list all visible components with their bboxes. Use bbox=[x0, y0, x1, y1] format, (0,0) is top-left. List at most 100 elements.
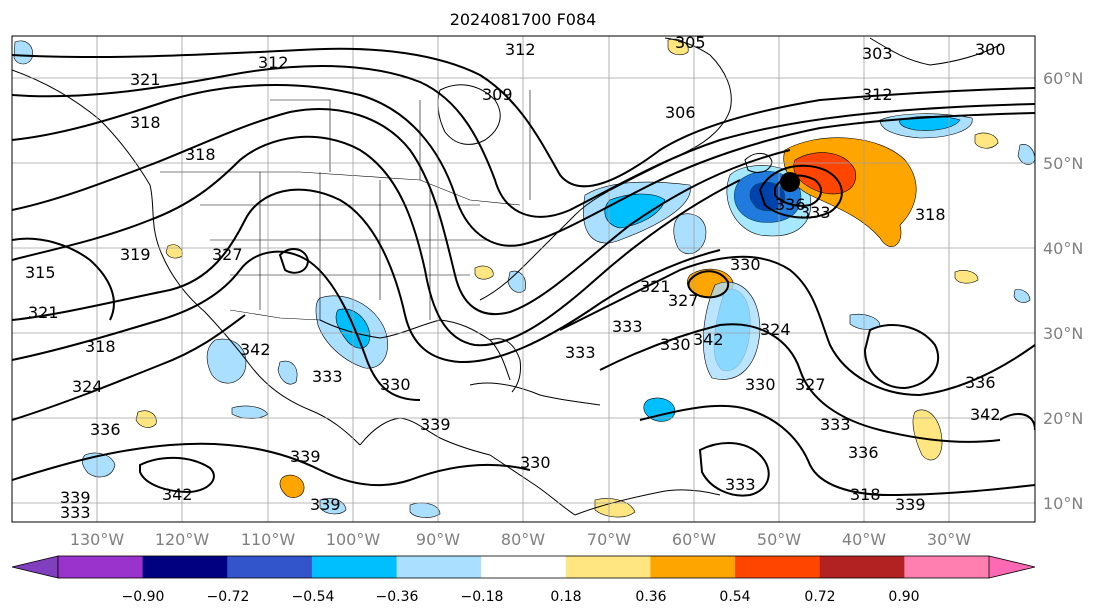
lon-tick-label: 60°W bbox=[672, 530, 716, 549]
colorbar-segment bbox=[396, 556, 482, 578]
coast-central-am bbox=[489, 454, 576, 516]
colorbar-frame bbox=[57, 555, 990, 579]
contour-12 bbox=[639, 404, 1035, 497]
lon-tick-label: 80°W bbox=[501, 530, 545, 549]
lat-tick-label: 30°N bbox=[1043, 324, 1083, 343]
contour-label: 319 bbox=[120, 245, 151, 264]
contour-label: 327 bbox=[795, 375, 826, 394]
contour-label: 333 bbox=[800, 203, 831, 222]
contour-17 bbox=[278, 248, 310, 274]
contour-label: 342 bbox=[693, 330, 724, 349]
colorbar-label: 0.36 bbox=[635, 589, 666, 605]
contour-3 bbox=[12, 84, 1035, 247]
contour-label: 306 bbox=[665, 103, 696, 122]
contour-label: 336 bbox=[965, 373, 996, 392]
colorbar-label: −0.72 bbox=[207, 589, 250, 605]
colorbar-extend-low bbox=[11, 555, 59, 579]
contour-label: 300 bbox=[975, 40, 1006, 59]
colorbar-segment bbox=[481, 556, 567, 578]
colorbar-label: 0.72 bbox=[804, 589, 835, 605]
contour-1 bbox=[12, 47, 1035, 188]
contour-label: 336 bbox=[775, 195, 806, 214]
contour-8 bbox=[12, 314, 246, 421]
contour-label: 321 bbox=[28, 303, 59, 322]
contour-label: 318 bbox=[130, 113, 161, 132]
contour-label: 339 bbox=[290, 447, 321, 466]
contour-label: 312 bbox=[258, 53, 289, 72]
colorbar bbox=[11, 555, 1036, 579]
coast-greenland bbox=[869, 37, 1001, 66]
coast-east-us bbox=[479, 149, 691, 301]
border-us-mexico bbox=[229, 309, 321, 321]
contour-label: 318 bbox=[185, 145, 216, 164]
coast-south-am bbox=[574, 489, 721, 516]
shade-lightblue-4 bbox=[206, 338, 247, 384]
contour-label: 330 bbox=[660, 335, 691, 354]
contour-label: 333 bbox=[820, 415, 851, 434]
coast-labrador bbox=[664, 37, 732, 151]
contour-13 bbox=[698, 442, 770, 497]
contour-label: 312 bbox=[862, 85, 893, 104]
contour-label: 327 bbox=[668, 291, 699, 310]
colorbar-labels: −0.90 −0.72 −0.54 −0.36 −0.18 0.18 0.36 … bbox=[122, 589, 920, 605]
colorbar-label: −0.18 bbox=[461, 589, 504, 605]
lon-tick-label: 90°W bbox=[416, 530, 460, 549]
lon-tick-label: 40°W bbox=[842, 530, 886, 549]
lat-tick-label: 60°N bbox=[1043, 69, 1083, 88]
contour-11 bbox=[599, 323, 1001, 443]
shade-navy-1 bbox=[749, 181, 786, 211]
contour-label: 336 bbox=[848, 443, 879, 462]
shade-lightblue-2 bbox=[703, 281, 761, 380]
shade-lightblue-9 bbox=[13, 40, 33, 65]
lon-tick-label: 30°W bbox=[927, 530, 971, 549]
contour-label: 303 bbox=[862, 44, 893, 63]
contours bbox=[12, 47, 1035, 497]
colorbar-label: −0.36 bbox=[376, 589, 419, 605]
coast-newfoundland bbox=[744, 153, 773, 173]
shade-lightblue-15 bbox=[1013, 289, 1031, 303]
lon-tick-label: 100°W bbox=[326, 530, 381, 549]
borders bbox=[160, 90, 531, 321]
contour-2 bbox=[12, 65, 1035, 218]
colorbar-segment bbox=[565, 556, 651, 578]
contour-label: 342 bbox=[970, 405, 1001, 424]
lat-tick-label: 40°N bbox=[1043, 239, 1083, 258]
lon-tick-label: 50°W bbox=[757, 530, 801, 549]
shade-yellow-6 bbox=[954, 270, 979, 284]
contour-label: 339 bbox=[420, 415, 451, 434]
border-states-8 bbox=[270, 99, 331, 172]
contour-label: 324 bbox=[760, 320, 791, 339]
lat-tick-label: 50°N bbox=[1043, 154, 1083, 173]
contour-label: 339 bbox=[60, 488, 91, 507]
lat-tick-labels: 60°N 50°N 40°N 30°N 20°N 10°N bbox=[1043, 69, 1083, 513]
contour-19 bbox=[863, 324, 940, 390]
contour-5 bbox=[12, 135, 741, 347]
colorbar-segment bbox=[819, 556, 905, 578]
contour-label: 339 bbox=[895, 495, 926, 514]
contour-21 bbox=[999, 413, 1035, 431]
contour-label: 324 bbox=[72, 377, 103, 396]
colorbar-segment bbox=[650, 556, 736, 578]
contour-label: 309 bbox=[482, 85, 513, 104]
coast-florida bbox=[489, 338, 521, 393]
coast-alaska-canada bbox=[12, 69, 361, 446]
contour-label: 342 bbox=[240, 340, 271, 359]
lon-tick-labels: 130°W 120°W 110°W 100°W 90°W 80°W 70°W 6… bbox=[70, 530, 971, 549]
coast-cuba bbox=[469, 382, 601, 406]
contour-label: 327 bbox=[212, 245, 243, 264]
contour-label: 318 bbox=[850, 485, 881, 504]
colorbar-label: 0.18 bbox=[550, 589, 581, 605]
colorbar-segment bbox=[142, 556, 228, 578]
shade-yellow-4 bbox=[135, 410, 157, 428]
lon-tick-label: 70°W bbox=[587, 530, 631, 549]
contour-6 bbox=[12, 188, 721, 364]
colorbar-segment bbox=[227, 556, 313, 578]
contour-label: 312 bbox=[505, 40, 536, 59]
coastlines bbox=[12, 37, 1001, 516]
low-center-marker bbox=[780, 172, 800, 192]
colorbar-segment bbox=[904, 556, 990, 578]
contour-10 bbox=[559, 255, 1035, 397]
shade-lightblue-6 bbox=[673, 213, 707, 255]
colorbar-segment bbox=[311, 556, 398, 578]
shade-lightblue-13 bbox=[319, 498, 347, 515]
